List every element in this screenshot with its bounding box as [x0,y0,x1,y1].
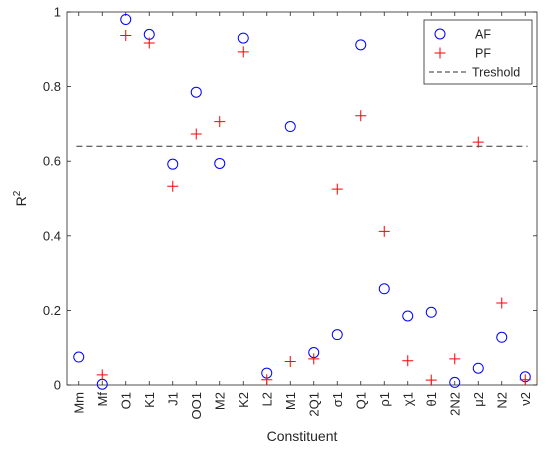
pf-point [120,29,132,41]
x-tick-label: Mm [71,392,86,414]
af-point [284,121,296,133]
y-tick-label: 0 [54,378,61,393]
af-point [355,39,367,51]
x-axis: Mm Mf O1 K1 J1 OO1 M2 K2 L2 M1 2Q1 σ1 Q1 ρ1 χ1 θ1 2N2 μ2 N… [71,12,533,419]
x-tick-label: σ1 [330,392,345,407]
legend-af-marker [434,28,446,40]
x-tick-label: Q1 [353,392,368,409]
legend-af-label: AF [475,28,491,42]
af-point [331,329,343,341]
y-tick-label: 0.6 [43,154,61,169]
pf-point [284,356,296,368]
pf-point [496,297,508,309]
af-point [472,362,484,374]
x-tick-label: ν2 [518,392,533,406]
pf-point [190,128,202,140]
af-point [378,283,390,295]
legend-pf-marker [434,47,446,59]
af-point [167,158,179,170]
x-tick-label: θ1 [424,392,439,406]
x-tick-label: Mf [95,392,110,407]
legend-threshold-label: Treshold [472,66,520,80]
x-tick-label: K2 [236,392,251,408]
x-axis-title: Constituent [267,428,338,444]
x-tick-label: L2 [259,392,274,406]
series-pf [96,29,531,386]
x-tick-label: 2Q1 [306,392,321,417]
pf-point [355,110,367,122]
x-tick-label: OO1 [189,392,204,419]
pf-point [261,374,273,386]
pf-point [472,136,484,148]
x-tick-label: J1 [165,392,180,406]
x-tick-label: μ2 [471,392,486,407]
pf-point [237,46,249,58]
x-tick-label: χ1 [400,392,415,406]
legend-pf-label: PF [475,47,491,61]
x-tick-label: 2N2 [447,392,462,416]
af-point [402,310,414,322]
pf-point [214,116,226,128]
legend: AF PF Treshold [423,19,533,85]
x-tick-label: ρ1 [377,392,392,407]
x-tick-label: N2 [494,392,509,409]
y-tick-label: 0.4 [43,228,61,243]
pf-point [519,374,531,386]
af-point [425,306,437,318]
pf-point [425,374,437,386]
pf-point [167,180,179,192]
pf-point [402,355,414,367]
pf-point [308,353,320,365]
af-point [73,351,85,363]
legend-box [423,19,533,85]
y-axis-title-superscript: 2 [12,190,23,196]
x-tick-label: O1 [118,392,133,409]
y-axis: 0 0.2 0.4 0.6 0.8 1 [43,5,537,393]
y-tick-label: 0.8 [43,79,61,94]
af-point [190,86,202,98]
pf-point [143,37,155,49]
af-point [449,376,461,388]
af-point [214,157,226,169]
x-tick-label: M1 [283,392,298,410]
y-axis-title: R2 [12,190,29,206]
x-tick-label: M2 [212,392,227,410]
y-axis-title-base: R [13,196,29,206]
x-tick-label: K1 [142,392,157,408]
pf-point [96,369,108,381]
pf-point [331,183,343,195]
af-point [496,331,508,343]
af-point [237,32,249,44]
af-point [120,13,132,25]
pf-point [378,225,390,237]
pf-point [449,353,461,365]
y-tick-label: 0.2 [43,303,61,318]
y-tick-label: 1 [54,5,61,20]
